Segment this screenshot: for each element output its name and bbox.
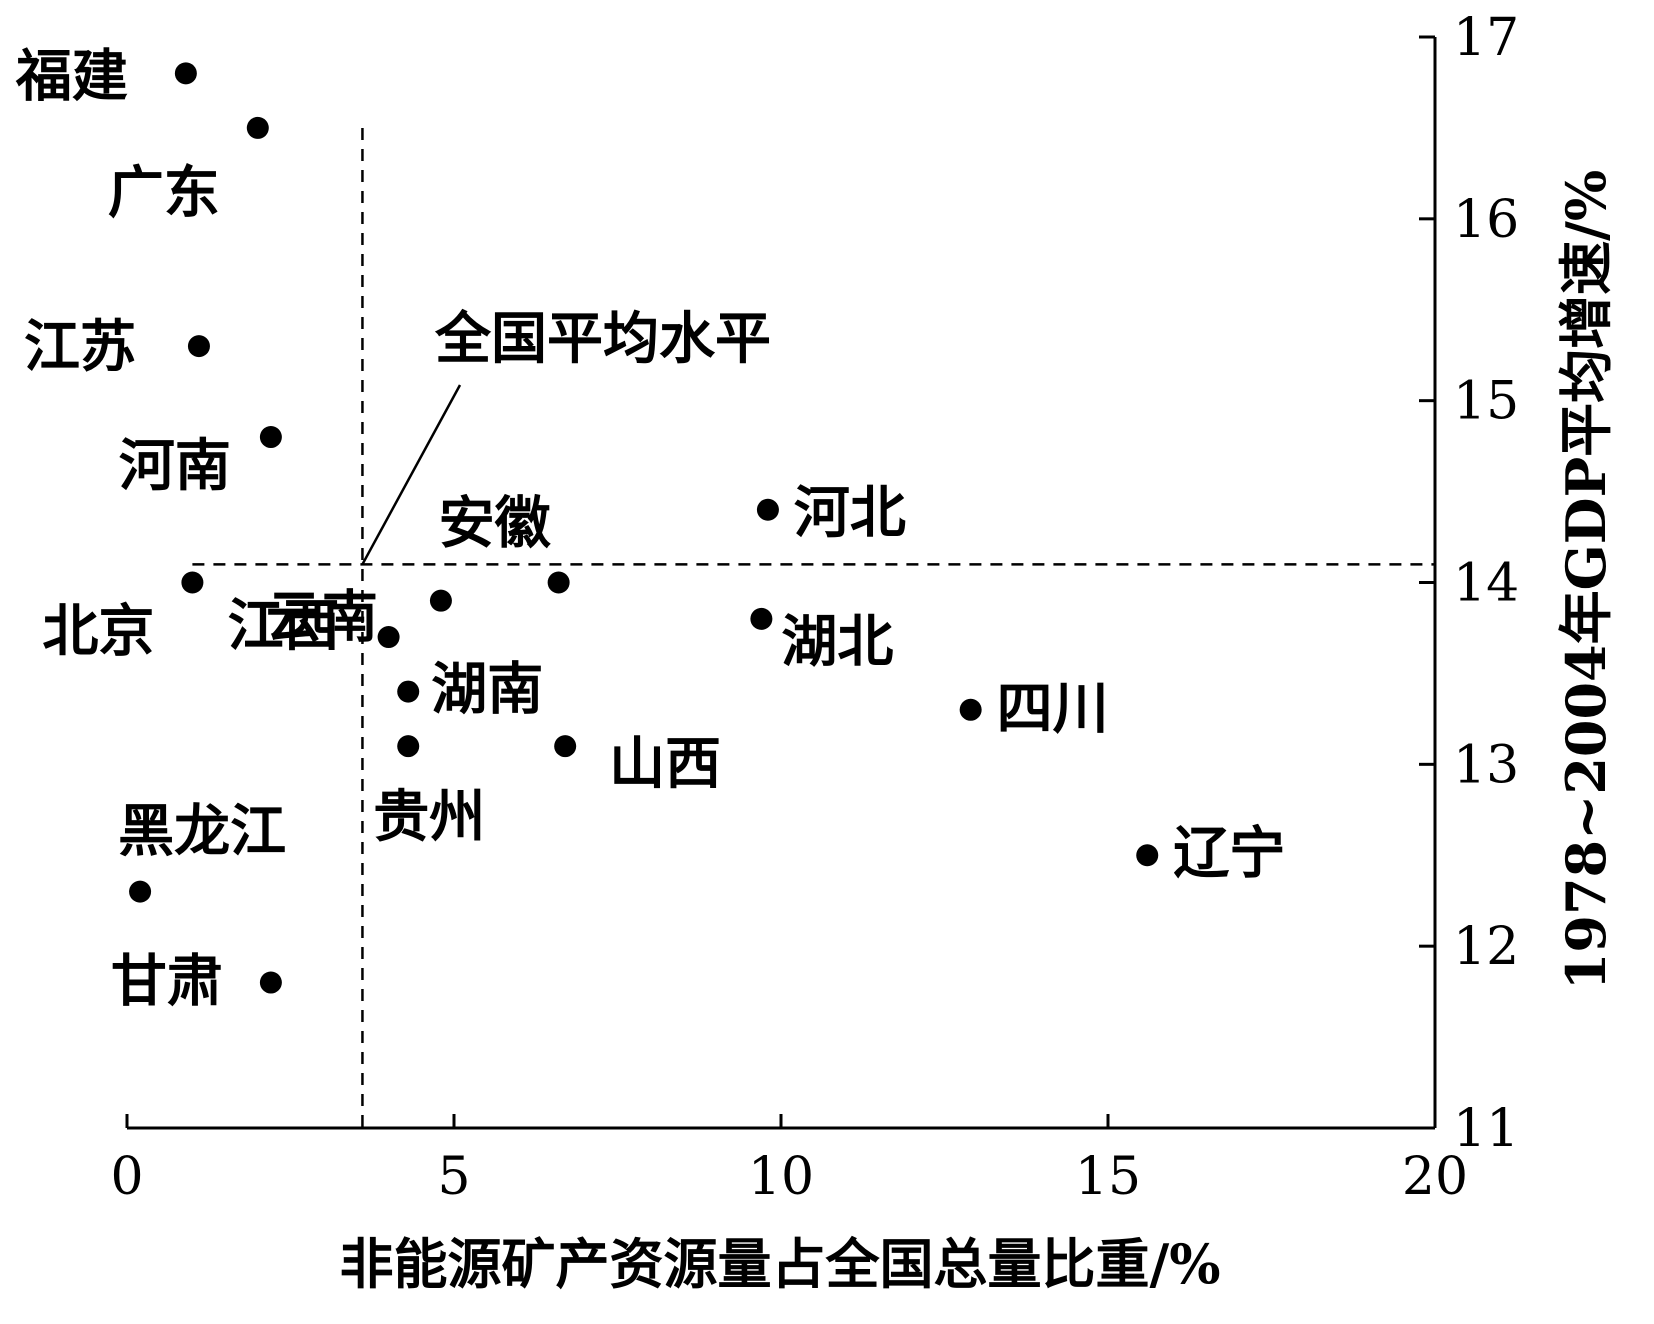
y-tick-label: 14	[1453, 554, 1519, 614]
point-甘肃	[259, 971, 282, 994]
point-label: 山西	[609, 731, 721, 797]
point-label: 福建	[15, 43, 128, 109]
point-label: 江苏	[24, 314, 136, 380]
point-安徽	[547, 571, 570, 594]
point-山西	[554, 735, 577, 758]
average-label: 全国平均水平	[434, 306, 771, 372]
point-云南	[429, 589, 452, 612]
point-label: 黑龙江	[118, 799, 286, 865]
y-tick-label: 12	[1453, 917, 1519, 977]
point-label: 江西	[228, 593, 340, 659]
x-tick-label: 20	[1402, 1147, 1468, 1207]
point-label: 湖北	[781, 609, 893, 675]
point-label: 安徽	[439, 491, 552, 557]
y-tick-label: 11	[1453, 1099, 1519, 1159]
x-tick-label: 0	[110, 1147, 143, 1207]
y-tick-label: 16	[1453, 190, 1519, 250]
point-label: 河南	[119, 433, 231, 499]
point-江苏	[187, 335, 210, 358]
y-ticks: 11 12 13 14 15 16 17	[1419, 8, 1519, 1159]
data-points	[129, 62, 1159, 994]
point-河北	[756, 498, 779, 521]
x-tick-label: 5	[437, 1147, 470, 1207]
point-四川	[959, 698, 982, 721]
point-北京	[181, 571, 204, 594]
average-label-leader	[361, 384, 462, 565]
x-axis-title: 非能源矿产资源量占全国总量比重/%	[339, 1232, 1220, 1296]
point-黑龙江	[129, 880, 152, 903]
y-tick-label: 17	[1453, 8, 1519, 68]
point-label: 贵州	[373, 784, 485, 850]
point-贵州	[397, 735, 420, 758]
point-label: 湖南	[431, 657, 543, 723]
y-tick-label: 15	[1453, 372, 1519, 432]
x-ticks: 0 5 10 15 20	[110, 1114, 1468, 1207]
point-label: 河北	[794, 480, 906, 546]
x-tick-label: 10	[748, 1147, 814, 1207]
point-label: 北京	[42, 599, 154, 665]
point-label: 四川	[997, 676, 1109, 742]
point-福建	[174, 62, 197, 85]
point-label: 辽宁	[1173, 820, 1285, 886]
x-tick-label: 15	[1075, 1147, 1141, 1207]
point-江西	[377, 626, 400, 649]
point-广东	[246, 116, 269, 139]
y-tick-label: 13	[1453, 735, 1519, 795]
point-湖北	[750, 607, 773, 630]
point-辽宁	[1136, 844, 1159, 867]
point-label: 广东	[108, 160, 220, 226]
y-axis-title: 1978~2004年GDP平均增速/%	[1554, 170, 1618, 990]
point-label: 云南	[266, 585, 378, 651]
point-label: 甘肃	[111, 949, 223, 1015]
point-河南	[259, 426, 282, 449]
point-湖南	[397, 680, 420, 703]
